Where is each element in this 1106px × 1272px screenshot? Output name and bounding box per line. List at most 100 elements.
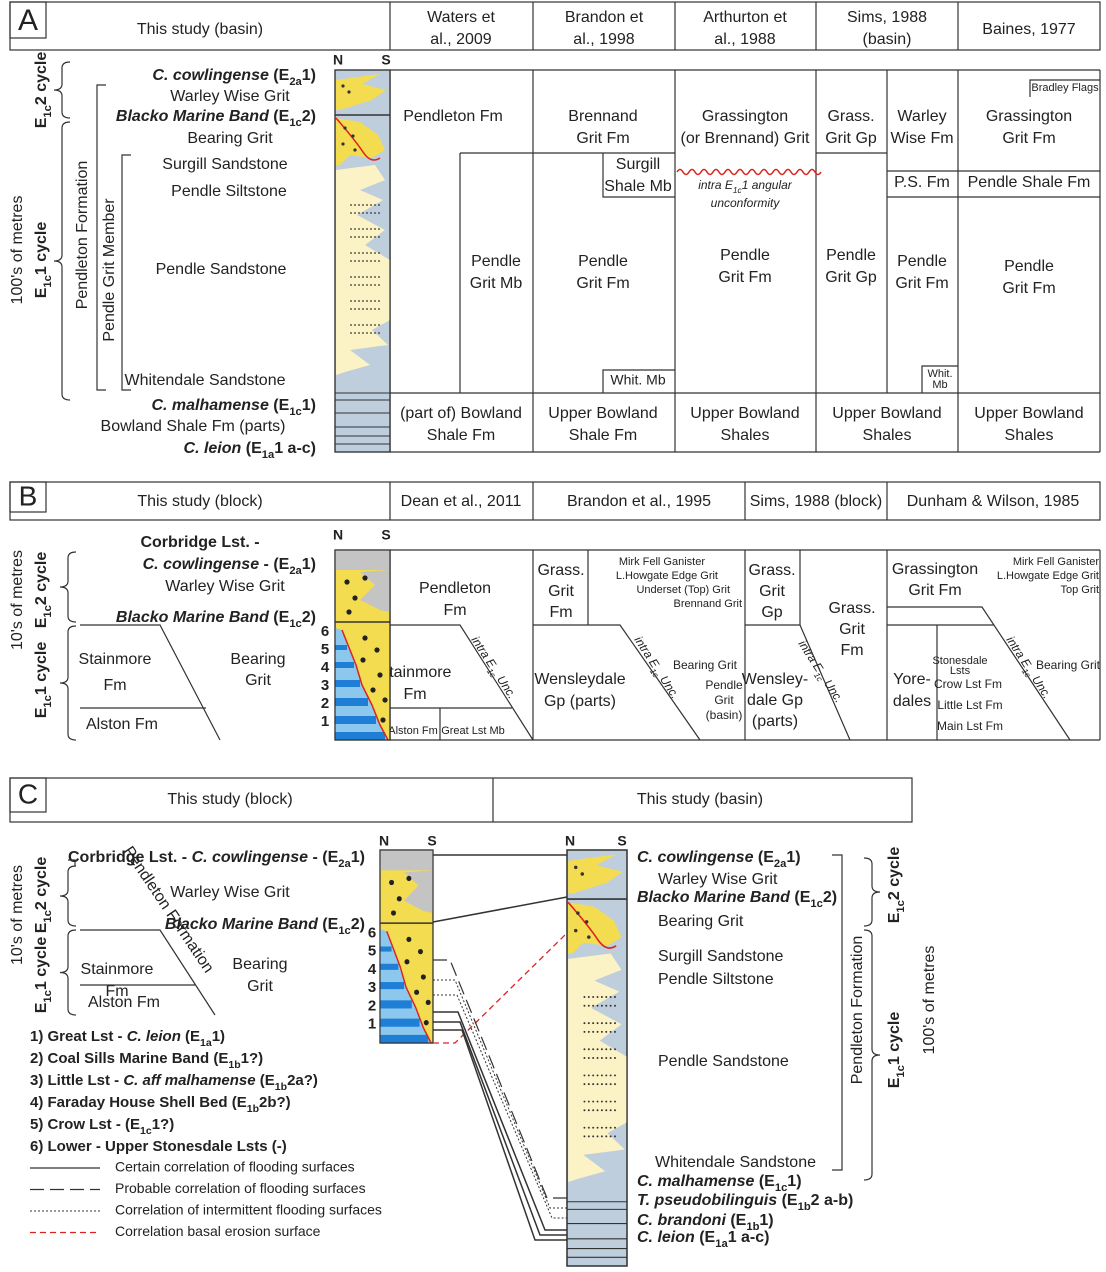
grain [397,896,402,901]
table-cell: Fm [443,602,466,619]
text-segment: 2a?) [287,1072,318,1089]
grain [374,204,376,206]
grain [597,1101,599,1103]
text-segment: C. aff malhamense [123,1072,255,1089]
grain [597,1074,599,1076]
grain [614,1022,616,1024]
panel-letter: A [18,4,38,37]
text-segment: 2 a-b) [811,1192,854,1209]
grain [601,1048,603,1050]
column-header: Sims, 1988 [847,9,927,26]
grain [597,996,599,998]
grain [362,260,364,262]
table-cell: Great Lst Mb [441,725,505,737]
grain [358,308,360,310]
grain [366,308,368,310]
bed-number: 1 [368,1016,376,1033]
bed-number: 6 [368,924,376,941]
grain [358,284,360,286]
table-cell: Grass. [537,562,584,579]
grain [592,1022,594,1024]
grain [354,276,356,278]
text-segment: (E [269,609,290,626]
grain [614,1109,616,1111]
grain [605,1031,607,1033]
text-segment: C. leion [127,1028,181,1045]
grain [366,204,368,206]
brace [60,930,76,1015]
grain [362,252,364,254]
strat-column [335,550,390,740]
rule [433,960,567,1198]
grain [610,1022,612,1024]
text-segment: Blacko Marine Band [637,889,791,906]
table-cell: Wensleydale [534,671,625,688]
unit-label: Stainmore [79,651,152,668]
grain [350,228,352,230]
grain [583,1109,585,1111]
grain [350,260,352,262]
grain [592,1135,594,1137]
table-cell: Little Lst Fm [937,698,1002,712]
text-segment: 2a [289,565,302,577]
grain [588,1135,590,1137]
text-segment: C. leion [637,1229,695,1246]
text-segment: 1c [895,1065,907,1077]
grain [418,949,423,954]
bed-number: 2 [368,997,376,1014]
text-segment: 1c [42,275,54,287]
grain [358,260,360,262]
grain [343,126,346,129]
unit-label: Blacko Marine Band (E1c2) [116,108,316,129]
text-segment: 2 cycle [33,552,50,605]
grain [354,212,356,214]
grain [362,308,364,310]
grain [374,212,376,214]
grain [414,990,419,995]
grain [360,657,365,662]
table-cell: P.S. Fm [894,174,950,191]
text-segment: 1c [289,117,301,129]
label: E1c1 cycle [33,642,54,719]
text-segment: E [33,1002,50,1013]
table-cell: Pendleton [419,580,491,597]
grain [366,252,368,254]
grain [592,1074,594,1076]
grain [353,148,356,151]
grain [378,212,380,214]
grain [610,1031,612,1033]
text-segment: E [33,287,50,298]
grain [354,308,356,310]
text-segment: 1c [42,695,54,707]
text-segment: 1 cycle [886,1012,903,1065]
column-header: al., 1998 [573,31,634,48]
grain [358,324,360,326]
brace [864,930,880,1180]
text-segment: E [886,1077,903,1088]
grain [597,1109,599,1111]
text-segment: 1c [895,900,907,912]
table-cell: Grass. [748,562,795,579]
grain [350,204,352,206]
text-segment: 1c [42,910,54,922]
column-header: (basin) [863,31,912,48]
unit-label: Pendle Sandstone [658,1053,789,1070]
grain [346,609,351,614]
unit-label: Pendle Siltstone [171,183,287,200]
key-entry: 2) Coal Sills Marine Band (E1b1?) [30,1050,263,1071]
limestone-band [335,645,347,650]
grain [370,204,372,206]
grain [605,1057,607,1059]
grain [366,300,368,302]
grain [370,687,375,692]
text-segment: 2a [289,76,302,88]
text-segment: 2) [823,889,837,906]
limestone-band [335,732,385,740]
text-segment: 2 cycle [886,847,903,900]
grain [605,996,607,998]
unit-label: C. leion (E1a1 a-c) [184,440,316,461]
grain [352,595,357,600]
grain [354,332,356,334]
grain [588,1022,590,1024]
grain [362,284,364,286]
